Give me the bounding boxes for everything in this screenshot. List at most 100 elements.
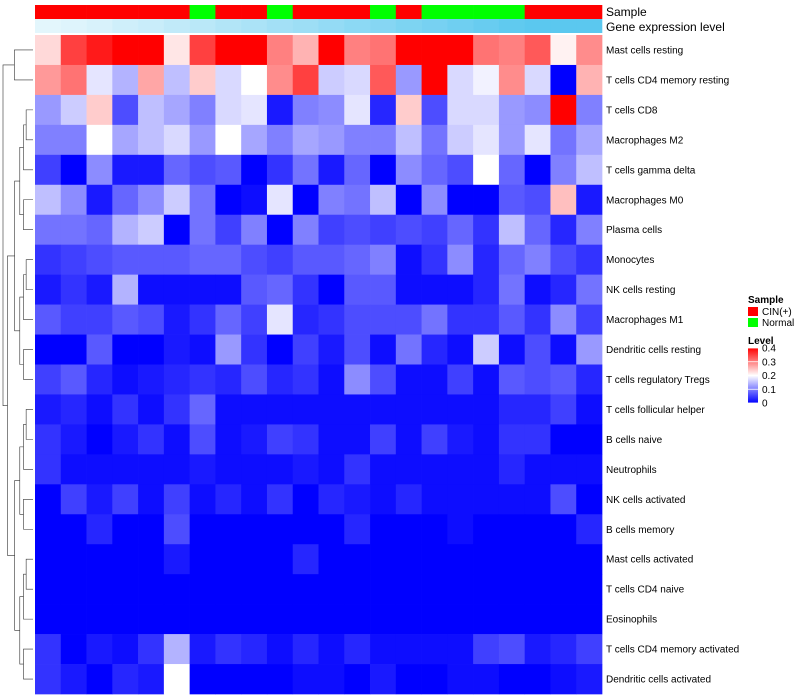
row-label: Macrophages M1 bbox=[606, 315, 684, 326]
heatmap-cell bbox=[498, 154, 526, 186]
legend-normal-swatch bbox=[748, 318, 758, 327]
expression-annotation-cell bbox=[112, 19, 139, 33]
heatmap-cell bbox=[60, 214, 87, 246]
heatmap-cell bbox=[524, 244, 551, 275]
heatmap-cell bbox=[550, 664, 577, 695]
heatmap-cell bbox=[189, 424, 216, 455]
heatmap-cell bbox=[473, 214, 500, 246]
heatmap-cell bbox=[524, 664, 551, 695]
heatmap-cell bbox=[447, 664, 474, 695]
expression-annotation-cell bbox=[241, 19, 268, 33]
legend-level-title: Level bbox=[748, 336, 774, 347]
heatmap-cell bbox=[576, 574, 603, 605]
heatmap-cell bbox=[112, 214, 139, 246]
heatmap-cell bbox=[138, 664, 165, 695]
heatmap-cell bbox=[189, 484, 216, 515]
heatmap-cell bbox=[112, 154, 139, 186]
heatmap-cell bbox=[498, 424, 526, 455]
heatmap-cell bbox=[550, 454, 577, 485]
heatmap-cell bbox=[421, 184, 448, 216]
heatmap-cell bbox=[189, 64, 216, 96]
heatmap-cell bbox=[473, 514, 500, 545]
sample-annotation-cell bbox=[344, 5, 371, 19]
sample-annotation-cell bbox=[189, 5, 216, 19]
expression-annotation-cell bbox=[370, 19, 397, 33]
heatmap-cell bbox=[215, 484, 242, 515]
heatmap-cell bbox=[344, 334, 371, 365]
heatmap-cell bbox=[576, 544, 603, 575]
heatmap-cell bbox=[447, 364, 474, 395]
heatmap-cell bbox=[473, 544, 500, 575]
sample-annotation-cell bbox=[215, 5, 242, 19]
heatmap-cell bbox=[395, 154, 422, 186]
heatmap-cell bbox=[473, 364, 500, 395]
heatmap-cell bbox=[266, 124, 294, 156]
row-label: Macrophages M0 bbox=[606, 195, 684, 206]
heatmap-cell bbox=[473, 424, 500, 455]
heatmap-cell bbox=[35, 574, 62, 605]
heatmap-cell bbox=[215, 214, 242, 246]
heatmap-cell bbox=[163, 274, 190, 305]
heatmap-cell bbox=[138, 574, 165, 605]
heatmap-cell bbox=[86, 454, 113, 485]
heatmap-cell bbox=[498, 544, 526, 575]
heatmap-cell bbox=[241, 604, 268, 635]
row-label: Neutrophils bbox=[606, 465, 657, 476]
heatmap-cell bbox=[318, 634, 345, 665]
heatmap-cell bbox=[344, 364, 371, 395]
heatmap-cell bbox=[395, 94, 422, 126]
heatmap-cell bbox=[370, 334, 397, 365]
heatmap-cell bbox=[35, 184, 62, 216]
heatmap-cell bbox=[395, 424, 422, 455]
heatmap-cell bbox=[35, 454, 62, 485]
heatmap-cell bbox=[318, 244, 345, 275]
heatmap-cell bbox=[318, 94, 345, 126]
heatmap-cell bbox=[292, 304, 319, 335]
heatmap-cell bbox=[292, 634, 319, 665]
heatmap-cell bbox=[189, 184, 216, 216]
heatmap-cell bbox=[241, 394, 268, 425]
heatmap-cell bbox=[395, 484, 422, 515]
heatmap-cell bbox=[241, 304, 268, 335]
heatmap-cell bbox=[112, 634, 139, 665]
sample-annotation-cell bbox=[292, 5, 319, 19]
sample-annotation-cell bbox=[35, 5, 62, 19]
row-labels: Mast cells resting T cells CD4 memory res… bbox=[606, 45, 739, 685]
heatmap-cell bbox=[370, 664, 397, 695]
heatmap-cell bbox=[318, 64, 345, 96]
heatmap-cell bbox=[138, 604, 165, 635]
row-label: T cells regulatory Tregs bbox=[606, 375, 710, 386]
heatmap-cell bbox=[447, 64, 474, 96]
heatmap-cell bbox=[215, 35, 242, 66]
heatmap-cell bbox=[266, 544, 294, 575]
legend-tick-label: 0.3 bbox=[762, 357, 776, 368]
heatmap-cell bbox=[266, 574, 294, 605]
heatmap-cell bbox=[576, 35, 603, 66]
heatmap-cell bbox=[550, 184, 577, 216]
heatmap-cell bbox=[447, 124, 474, 156]
heatmap-cell bbox=[215, 634, 242, 665]
heatmap-cell bbox=[550, 304, 577, 335]
heatmap-cell bbox=[86, 424, 113, 455]
dendrogram-branch bbox=[19, 296, 24, 365]
heatmap-cell bbox=[370, 424, 397, 455]
dendrogram-branch bbox=[23, 498, 33, 530]
sample-annotation-cell bbox=[86, 5, 113, 19]
heatmap-cell bbox=[576, 154, 603, 186]
heatmap-cell bbox=[189, 634, 216, 665]
heatmap-cell bbox=[370, 304, 397, 335]
heatmap-cell bbox=[344, 244, 371, 275]
row-label: Plasma cells bbox=[606, 225, 662, 236]
heatmap-cell bbox=[163, 154, 190, 186]
heatmap-cell bbox=[266, 244, 294, 275]
heatmap-cell bbox=[266, 634, 294, 665]
heatmap-cell bbox=[60, 154, 87, 186]
heatmap-cell bbox=[112, 334, 139, 365]
heatmap-cell bbox=[215, 304, 242, 335]
heatmap-cell bbox=[215, 184, 242, 216]
heatmap-cell bbox=[421, 544, 448, 575]
heatmap-cell bbox=[60, 124, 87, 156]
heatmap-cell bbox=[112, 484, 139, 515]
heatmap-cell bbox=[550, 574, 577, 605]
heatmap-cell bbox=[163, 35, 190, 66]
